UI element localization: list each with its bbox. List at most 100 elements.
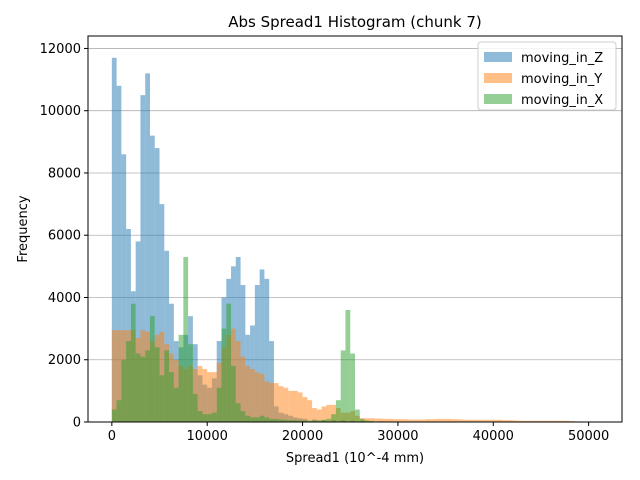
histogram-bar (250, 417, 255, 422)
histogram-bar (116, 330, 122, 422)
histogram-bar (293, 390, 298, 422)
histogram-bar (436, 418, 441, 422)
histogram-bar (478, 419, 484, 422)
histogram-bar (307, 420, 313, 422)
histogram-bar (507, 420, 513, 422)
histogram-bar (307, 400, 313, 422)
histogram-bar (130, 303, 136, 422)
histogram-bar (536, 420, 541, 422)
histogram-bar (264, 417, 270, 422)
histogram-bar (197, 365, 203, 422)
histogram-bar (140, 95, 146, 422)
histogram-bar (517, 420, 522, 422)
histogram-bar (159, 204, 165, 422)
histogram-bar (173, 387, 179, 422)
histogram-bar (254, 372, 260, 422)
histogram-bar (388, 418, 394, 422)
histogram-bar (183, 257, 189, 422)
histogram-bar (111, 409, 117, 422)
y-tick-label: 2000 (48, 353, 81, 368)
histogram-bar (207, 372, 212, 422)
y-tick-label: 0 (73, 416, 81, 431)
histogram-bar (312, 420, 317, 422)
legend-label: moving_in_X (521, 93, 603, 108)
histogram-bar (335, 400, 341, 422)
legend-label: moving_in_Z (521, 51, 603, 66)
legend-box (477, 41, 617, 111)
histogram-bar (121, 359, 127, 422)
histogram-bar (331, 404, 336, 422)
histogram-bar (269, 418, 274, 422)
histogram-bar (316, 409, 322, 422)
histogram-bar (412, 419, 417, 422)
histogram-bar (345, 309, 351, 422)
histogram-bar (245, 415, 251, 422)
histogram-bar (416, 419, 422, 422)
histogram-bar (321, 406, 327, 422)
histogram-bar (512, 420, 518, 422)
histogram-bar (564, 420, 570, 422)
histogram-bar (207, 414, 212, 422)
y-tick-label: 6000 (48, 229, 81, 244)
histogram-bar (312, 407, 317, 422)
histogram-bar (240, 285, 246, 422)
histogram-bar (316, 420, 322, 422)
histogram-bar (498, 419, 503, 422)
histogram-bar (245, 365, 251, 422)
histogram-bar (235, 341, 241, 422)
histogram-bar (397, 419, 403, 422)
chart-title: Abs Spread1 Histogram (chunk 7) (228, 13, 482, 31)
x-tick-label: 30000 (377, 429, 418, 444)
histogram-bar (378, 418, 384, 422)
histogram-bar (283, 419, 289, 422)
histogram-bar (469, 419, 475, 422)
histogram-bar (216, 387, 222, 422)
histogram-bar (431, 419, 437, 422)
y-tick-label: 8000 (48, 166, 81, 181)
histogram-bar (540, 420, 546, 422)
histogram-bar (326, 418, 332, 422)
histogram-bar (149, 135, 155, 422)
histogram-bar (355, 409, 360, 422)
histogram-bar (364, 418, 370, 422)
histogram-bar (145, 350, 150, 422)
histogram-bar (488, 419, 494, 422)
histogram-bar (111, 57, 117, 423)
histogram-bar (116, 400, 122, 422)
histogram-bar (407, 419, 413, 422)
histogram-bar (226, 303, 232, 422)
histogram-bar (526, 420, 532, 422)
x-tick-label: 0 (108, 429, 116, 444)
histogram-bar (254, 285, 260, 422)
histogram-bar (445, 418, 451, 422)
histogram-bar (235, 257, 241, 422)
histogram-bar (126, 341, 131, 422)
histogram-bar (211, 412, 217, 422)
histogram-bar (560, 420, 565, 422)
histogram-bar (269, 341, 274, 422)
histogram-bar (521, 420, 527, 422)
histogram-bar (297, 392, 303, 422)
histogram-bar (202, 369, 208, 422)
histogram-bar (259, 269, 265, 422)
x-axis-label: Spread1 (10^-4 mm) (286, 451, 424, 466)
histogram-bar (369, 418, 375, 422)
histogram-bar (259, 373, 265, 422)
histogram-bar (450, 419, 456, 422)
histogram-bar (149, 316, 155, 422)
histogram-bar (273, 418, 279, 422)
histogram-bar (331, 414, 336, 422)
histogram-bars (111, 57, 594, 423)
x-axis: 0 10000 20000 30000 40000 50000 (108, 422, 609, 444)
histogram-bar (531, 420, 537, 422)
series-moving_in_X (111, 257, 375, 422)
y-axis-label: Frequency (16, 195, 31, 262)
histogram-bar (164, 250, 170, 422)
histogram-bar (483, 419, 489, 422)
histogram-bar (374, 418, 379, 422)
histogram-bar (240, 411, 246, 422)
histogram-bar (264, 278, 270, 422)
histogram-bar (340, 350, 346, 422)
histogram-bar (440, 418, 446, 422)
